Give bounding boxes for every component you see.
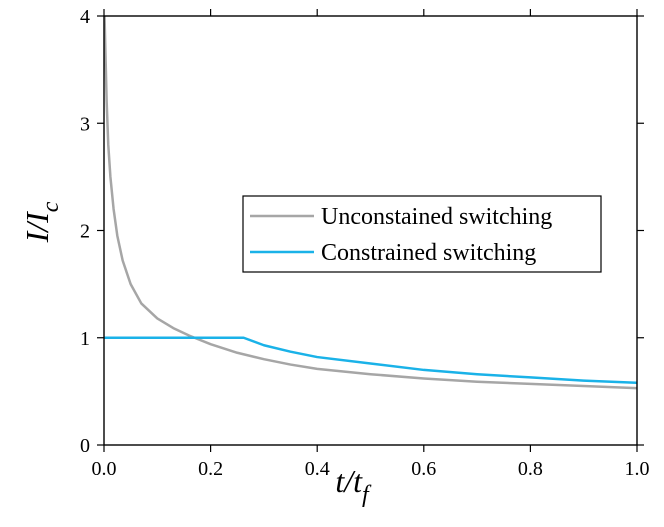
legend-label-unconstrained: Unconstained switching [321,204,552,230]
x-tick-label: 0.6 [411,458,436,480]
y-tick-label: 0 [80,435,90,457]
series-layer [104,16,637,390]
x-tick-label: 1.0 [625,458,650,480]
series-line-constrained [104,336,637,385]
series-line-unconstrained [104,16,637,390]
y-tick-label: 4 [80,6,90,28]
x-axis-title-main: t/t [335,463,363,499]
x-tick-label: 0.8 [518,458,543,480]
x-axis-title: t/tf [335,463,372,508]
y-tick-label: 1 [80,328,90,350]
axes: 0.0 0.2 0.4 0.6 0.8 1.0 0 1 2 3 4 [80,6,650,480]
x-tick-label: 0.4 [305,458,330,480]
y-axis-title-main: I/I [19,211,55,244]
legend: Unconstained switching Constrained switc… [242,195,602,273]
y-axis-title: I/Ic [19,201,64,243]
x-axis-title-subscript: f [362,482,372,508]
legend-label-constrained: Constrained switching [321,240,536,266]
y-tick-label: 3 [80,113,90,135]
x-tick-label: 0.0 [92,458,117,480]
y-tick-label: 2 [80,221,90,243]
y-axis-title-subscript: c [38,201,64,212]
plot-frame [103,15,638,446]
svg-text:t/tf: t/tf [335,463,372,508]
svg-text:I/Ic: I/Ic [19,201,64,243]
x-tick-label: 0.2 [198,458,223,480]
legend-box [242,195,602,273]
plot-border [103,15,638,446]
